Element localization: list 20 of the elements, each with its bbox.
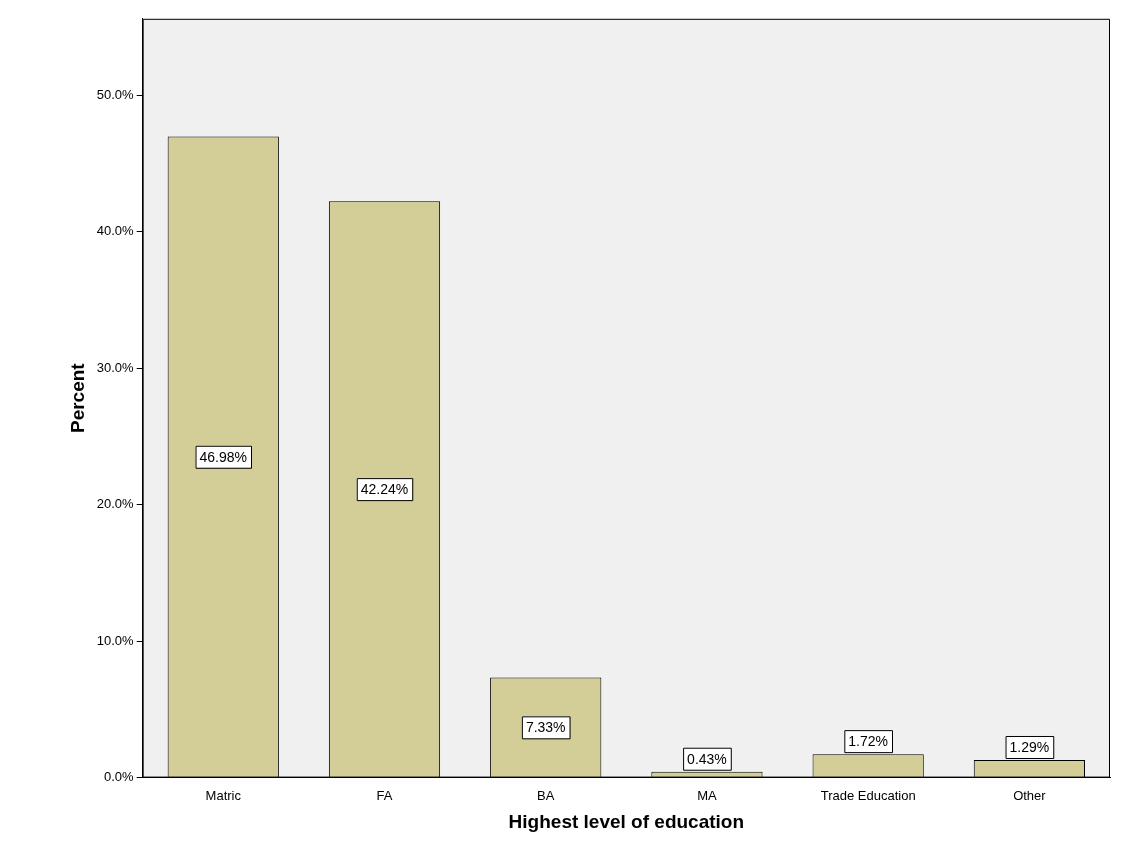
data-label: 42.24%	[360, 480, 409, 497]
x-tick-label: BA	[537, 787, 555, 803]
x-tick-label: MA	[697, 787, 718, 803]
y-tick-label: 0.0%	[104, 769, 135, 785]
data-label: 1.72%	[848, 732, 889, 749]
y-axis-title: Percent	[66, 362, 88, 434]
data-label: 0.43%	[687, 750, 727, 767]
x-tick-label: Trade Education	[820, 787, 916, 803]
y-tick-label: 40.0%	[96, 223, 135, 239]
y-tick-label: 50.0%	[96, 86, 135, 102]
y-tick-label: 20.0%	[96, 496, 135, 512]
y-tick-label: 30.0%	[96, 359, 135, 375]
y-tick-label: 10.0%	[96, 632, 135, 648]
x-tick-label: Matric	[205, 787, 242, 803]
x-tick-label: FA	[376, 787, 393, 803]
x-axis-title: Highest level of education	[508, 810, 745, 832]
x-tick-label: Other	[1013, 787, 1047, 803]
data-label: 46.98%	[199, 448, 248, 465]
data-label: 7.33%	[525, 719, 566, 736]
data-label: 1.29%	[1009, 738, 1050, 755]
